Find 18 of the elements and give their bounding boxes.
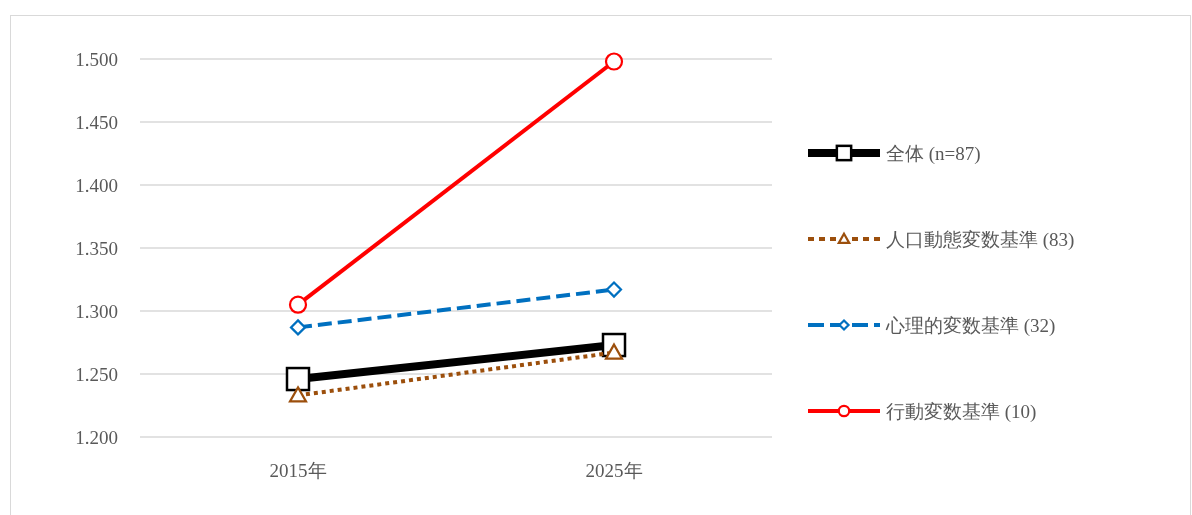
x-tick-label: 2025年 bbox=[585, 459, 643, 481]
x-tick-label: 2015年 bbox=[269, 459, 327, 481]
y-tick-label: 1.450 bbox=[75, 111, 118, 133]
point bbox=[604, 52, 624, 71]
legend-label: 人口動態変数基準 (83) bbox=[886, 228, 1075, 251]
legend-label: 心理的変数基準 (32) bbox=[885, 314, 1056, 337]
point bbox=[285, 366, 311, 392]
y-tick-label: 1.500 bbox=[75, 48, 118, 70]
legend-label: 全体 (n=87) bbox=[886, 142, 981, 165]
point bbox=[288, 295, 308, 314]
y-tick-label: 1.200 bbox=[75, 426, 118, 448]
legend-label: 行動変数基準 (10) bbox=[886, 400, 1037, 423]
point bbox=[605, 281, 623, 298]
point bbox=[289, 319, 307, 336]
y-tick-label: 1.300 bbox=[75, 300, 118, 322]
y-tick-label: 1.250 bbox=[75, 363, 118, 385]
y-tick-label: 1.350 bbox=[75, 237, 118, 259]
y-tick-label: 1.400 bbox=[75, 174, 118, 196]
